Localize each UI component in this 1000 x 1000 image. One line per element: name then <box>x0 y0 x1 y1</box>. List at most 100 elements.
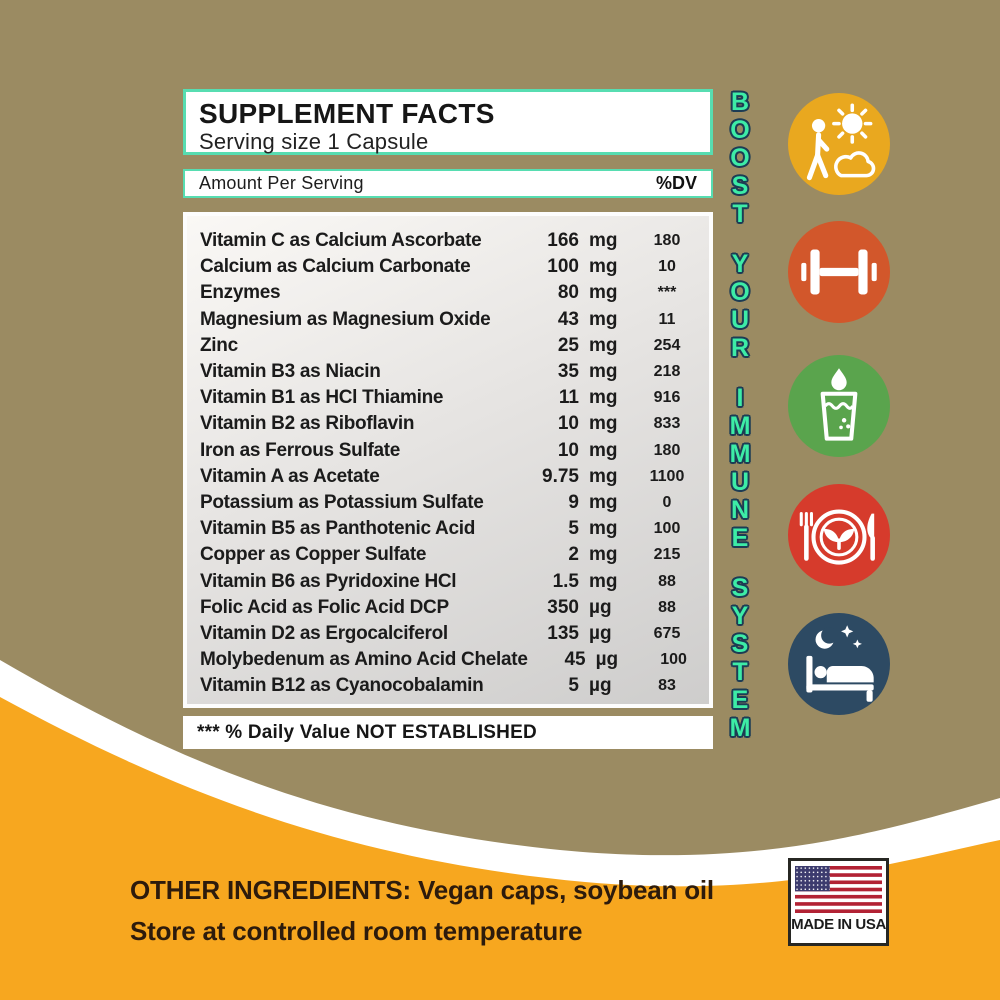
tagline-letter: S <box>731 574 749 602</box>
panel-title: SUPPLEMENT FACTS <box>199 98 495 129</box>
ingredient-name: Zinc <box>200 334 238 356</box>
ingredient-name: Vitamin B2 as Riboflavin <box>200 413 415 435</box>
ingredient-amount: 2 <box>568 544 579 566</box>
ingredient-dv: 180 <box>653 232 681 250</box>
ingredient-name: Vitamin B3 as Niacin <box>200 361 381 383</box>
other-ingredients-line: OTHER INGREDIENTS: Vegan caps, soybean o… <box>130 875 714 905</box>
ingredient-amount: 35 <box>557 361 579 383</box>
tagline-letter: S <box>731 630 749 658</box>
table-row: Molybedenum as Amino Acid Chelate 45 µg … <box>200 647 703 673</box>
table-row: Vitamin B12 as Cyanocobalamin 5 µg 83 <box>200 673 703 699</box>
ingredient-name: Vitamin B5 as Panthotenic Acid <box>200 518 476 540</box>
ingredient-name: Molybedenum as Amino Acid Chelate <box>200 649 528 671</box>
ingredient-name: Enzymes <box>200 282 281 304</box>
ingredient-name: Vitamin B6 as Pyridoxine HCl <box>200 570 457 592</box>
made-in-usa-badge: MADE IN USA <box>788 858 889 946</box>
dumbbell-icon <box>788 221 890 323</box>
ingredient-dv: 218 <box>653 363 681 381</box>
dv-column-header: %DV <box>655 173 697 193</box>
ingredient-dv: 10 <box>658 258 676 276</box>
ingredient-name: Copper as Copper Sulfate <box>200 544 427 566</box>
ingredient-amount: 5 <box>568 518 579 540</box>
ingredient-name: Vitamin C as Calcium Ascorbate <box>200 230 482 252</box>
table-row: Vitamin B1 as HCl Thiamine 11 mg 916 <box>200 385 703 411</box>
ingredient-name: Folic Acid as Folic Acid DCP <box>200 596 449 618</box>
ingredient-amount: 5 <box>568 675 579 697</box>
ingredient-unit: mg <box>589 413 618 435</box>
sleep-bed-icon <box>788 613 890 715</box>
ingredient-unit: mg <box>589 282 618 304</box>
ingredient-amount: 9 <box>568 491 579 513</box>
tagline-letter: Y <box>731 602 749 630</box>
ingredient-dv: 11 <box>658 310 676 328</box>
healthy-plate-icon <box>788 484 890 586</box>
ingredient-amount: 10 <box>557 439 579 461</box>
tagline-letter: R <box>730 334 750 362</box>
ingredients-table: Vitamin C as Calcium Ascorbate 166 mg 18… <box>183 212 713 708</box>
tagline-letter: T <box>732 200 748 228</box>
ingredient-dv: 88 <box>658 598 676 616</box>
ingredient-dv: 0 <box>662 493 672 511</box>
ingredient-name: Calcium as Calcium Carbonate <box>200 256 471 278</box>
ingredient-amount: 43 <box>557 308 579 330</box>
ingredient-unit: µg <box>589 596 612 618</box>
ingredient-amount: 45 <box>564 649 586 671</box>
table-row: Vitamin C as Calcium Ascorbate 166 mg 18… <box>200 228 703 254</box>
table-row: Magnesium as Magnesium Oxide 43 mg 11 <box>200 307 703 333</box>
ingredient-amount: 135 <box>547 622 579 644</box>
ingredient-name: Vitamin B1 as HCl Thiamine <box>200 387 444 409</box>
ingredient-amount: 350 <box>547 596 579 618</box>
table-row: Vitamin A as Acetate 9.75 mg 1100 <box>200 464 703 490</box>
tagline-letter: U <box>730 306 750 334</box>
ingredient-dv: 916 <box>653 389 681 407</box>
ingredient-dv: 1100 <box>649 467 685 485</box>
other-ingredients-block: OTHER INGREDIENTS: Vegan caps, soybean o… <box>130 870 730 952</box>
table-row: Zinc 25 mg 254 <box>200 333 703 359</box>
ingredient-name: Vitamin A as Acetate <box>200 465 380 487</box>
ingredient-dv: 100 <box>653 520 681 538</box>
tagline-letter: M <box>729 440 751 468</box>
ingredient-unit: mg <box>589 334 618 356</box>
ingredient-amount: 166 <box>547 230 579 252</box>
ingredient-unit: µg <box>589 622 612 644</box>
us-flag-icon <box>795 866 882 913</box>
ingredient-unit: mg <box>589 491 618 513</box>
daily-value-footnote: *** % Daily Value NOT ESTABLISHED <box>183 716 713 749</box>
ingredient-unit: mg <box>589 361 618 383</box>
ingredient-unit: mg <box>589 439 618 461</box>
tagline-letter: U <box>730 468 750 496</box>
ingredient-unit: mg <box>589 518 618 540</box>
ingredient-unit: µg <box>595 649 619 671</box>
hydration-glass-icon <box>788 355 890 457</box>
table-row: Vitamin D2 as Ergocalciferol 135 µg 675 <box>200 621 703 647</box>
ingredient-name: Vitamin B12 as Cyanocobalamin <box>200 675 484 697</box>
ingredient-unit: mg <box>589 570 618 592</box>
ingredient-unit: mg <box>589 308 618 330</box>
ingredients-rows: Vitamin C as Calcium Ascorbate 166 mg 18… <box>200 228 703 699</box>
tagline-letter: M <box>729 714 751 742</box>
ingredient-amount: 25 <box>557 334 579 356</box>
tagline-letter: O <box>730 116 750 144</box>
ingredient-amount: 11 <box>558 387 579 409</box>
table-row: Calcium as Calcium Carbonate 100 mg 10 <box>200 254 703 280</box>
ingredient-unit: mg <box>589 230 618 252</box>
storage-line: Store at controlled room temperature <box>130 916 583 946</box>
serving-size: Serving size 1 Capsule <box>199 129 429 154</box>
ingredient-dv: 100 <box>660 651 687 669</box>
ingredient-dv: 675 <box>653 624 681 642</box>
ingredient-amount: 1.5 <box>552 570 579 592</box>
ingredient-name: Vitamin D2 as Ergocalciferol <box>200 622 448 644</box>
ingredient-unit: mg <box>589 465 618 487</box>
table-row: Vitamin B6 as Pyridoxine HCl 1.5 mg 88 <box>200 568 703 594</box>
table-row: Folic Acid as Folic Acid DCP 350 µg 88 <box>200 595 703 621</box>
ingredient-amount: 10 <box>557 413 579 435</box>
outdoor-activity-icon <box>788 93 890 195</box>
ingredient-name: Magnesium as Magnesium Oxide <box>200 308 491 330</box>
table-row: Potassium as Potassium Sulfate 9 mg 0 <box>200 490 703 516</box>
tagline-letter: S <box>731 172 749 200</box>
amount-column-header: Amount Per Serving <box>199 173 364 193</box>
ingredient-dv: 215 <box>653 546 681 564</box>
table-row: Vitamin B3 as Niacin 35 mg 218 <box>200 359 703 385</box>
